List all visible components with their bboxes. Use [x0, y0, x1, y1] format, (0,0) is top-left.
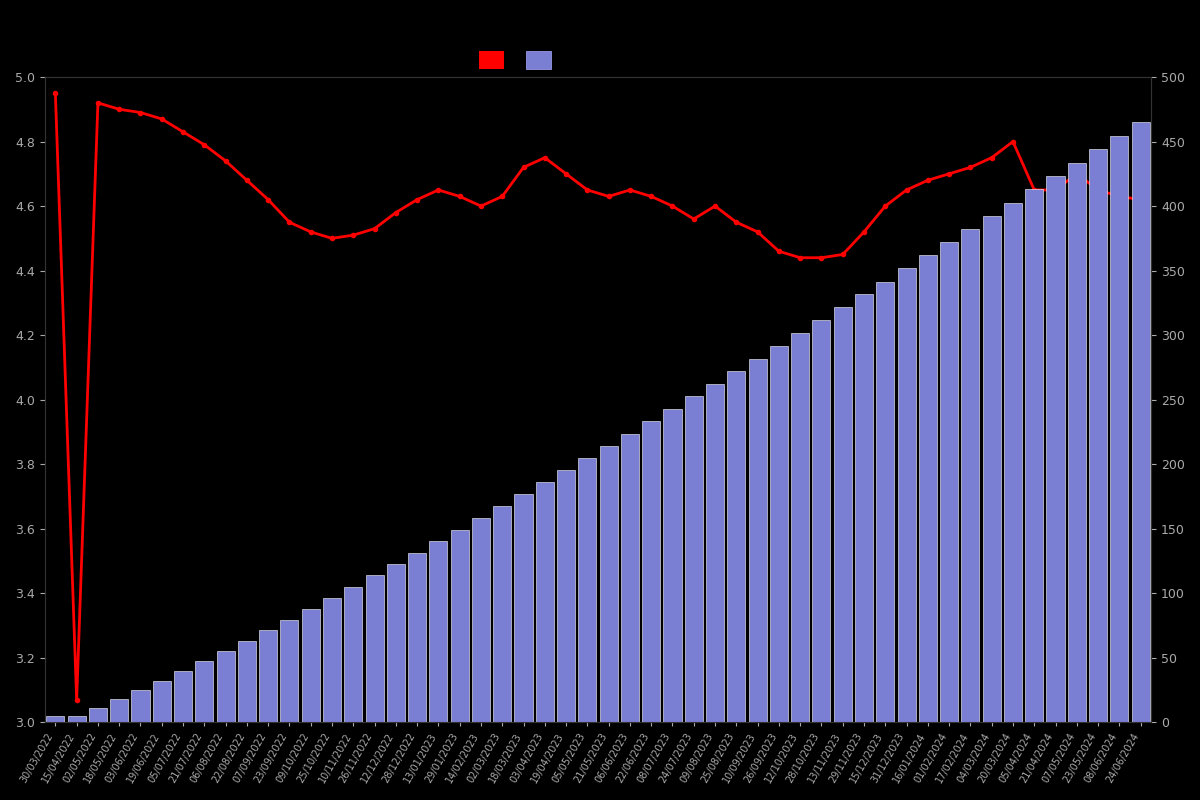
Bar — [1110, 136, 1128, 722]
Bar — [1132, 122, 1150, 722]
Bar — [67, 716, 85, 722]
Bar — [919, 255, 937, 722]
Bar — [408, 553, 426, 722]
Legend: , : , — [473, 46, 568, 74]
Bar — [791, 333, 809, 722]
Bar — [472, 518, 490, 722]
Bar — [876, 282, 894, 722]
Bar — [749, 358, 767, 722]
Bar — [216, 651, 235, 722]
Bar — [664, 409, 682, 722]
Bar — [47, 716, 65, 722]
Bar — [1025, 190, 1043, 722]
Bar — [238, 641, 256, 722]
Bar — [854, 294, 874, 722]
Bar — [259, 630, 277, 722]
Bar — [89, 708, 107, 722]
Bar — [196, 662, 214, 722]
Bar — [940, 242, 958, 722]
Bar — [132, 690, 150, 722]
Bar — [706, 384, 724, 722]
Bar — [174, 671, 192, 722]
Bar — [620, 434, 638, 722]
Bar — [1004, 202, 1022, 722]
Bar — [515, 494, 533, 722]
Bar — [727, 371, 745, 722]
Bar — [386, 564, 404, 722]
Bar — [961, 229, 979, 722]
Bar — [493, 506, 511, 722]
Bar — [301, 609, 319, 722]
Bar — [642, 422, 660, 722]
Bar — [110, 699, 128, 722]
Bar — [812, 320, 830, 722]
Bar — [1046, 176, 1064, 722]
Bar — [344, 586, 362, 722]
Bar — [600, 446, 618, 722]
Bar — [1090, 149, 1108, 722]
Bar — [557, 470, 575, 722]
Bar — [430, 541, 448, 722]
Bar — [898, 269, 916, 722]
Bar — [281, 619, 299, 722]
Bar — [535, 482, 554, 722]
Bar — [983, 216, 1001, 722]
Bar — [152, 681, 170, 722]
Bar — [578, 458, 596, 722]
Bar — [366, 575, 384, 722]
Bar — [451, 530, 469, 722]
Bar — [1068, 162, 1086, 722]
Bar — [323, 598, 341, 722]
Bar — [685, 396, 703, 722]
Bar — [834, 307, 852, 722]
Bar — [770, 346, 788, 722]
